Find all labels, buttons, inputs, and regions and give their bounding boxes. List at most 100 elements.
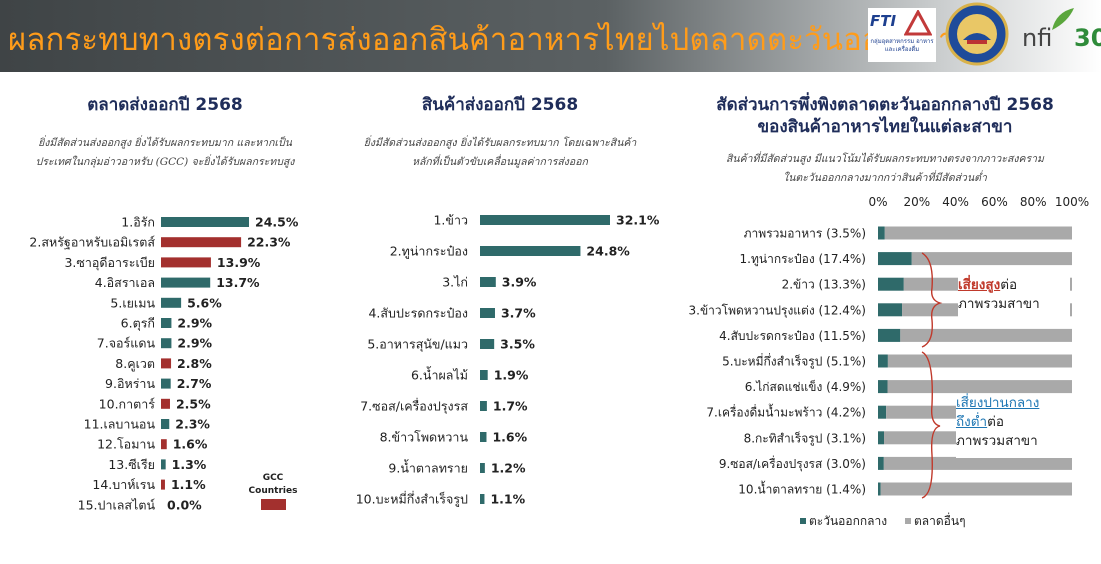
other-markets-segment [883,456,1072,470]
dependency-title-line1: สัดส่วนการพึ่งพิงตลาดตะวันออกกลางปี 2568 [716,95,1054,115]
mid-risk-label: เสี่ยงปานกลาง [956,395,1040,411]
dependency-label: 5.บะหมี่กึ่งสำเร็จรูป (5.1%) [722,353,866,370]
market-label: 9.อิหร่าน [105,376,155,391]
product-label: 8.ข้าวโพดหวาน [380,430,469,445]
markets-chart: 1.อิรัก 24.5% 2.สหรัฐอาหรับเอมิเรตส์ 22.3% 3… [29,215,298,513]
product-value-label: 1.1% [490,492,525,507]
markets-subtitle-line1: ยิ่งมีสัดส่วนส่งออกสูง ยิ่งได้รับผลกระทบ… [38,137,292,149]
market-bar [161,459,166,470]
market-value-label: 2.9% [177,316,212,331]
product-value-label: 32.1% [616,213,660,228]
market-label: 13.ซีเรีย [108,457,155,472]
market-label: 2.สหรัฐอาหรับเอมิเรตส์ [29,235,155,250]
dependency-subtitle-line2: ในตะวันออกกลางมากกว่าสินค้าที่มีสัดส่วนต… [783,172,987,184]
market-label: 7.จอร์แดน [97,336,156,351]
mid-risk-callout: เสี่ยงปานกลาง ถึงต่ำต่อ ภาพรวมสาขา [956,394,1072,458]
high-risk-scope: ภาพรวมสาขา [958,296,1040,312]
market-bar [161,378,171,389]
market-label: 1.อิรัก [121,215,155,230]
dependency-tick-label: 60% [981,195,1008,209]
middle-east-segment [878,226,885,240]
market-label: 12.โอมาน [97,437,155,452]
dependency-label: 9.ซอส/เครื่องปรุงรส (3.0%) [719,455,866,472]
mid-risk-scope: ภาพรวมสาขา [956,433,1038,449]
dependency-subtitle: สินค้าที่มีสัดส่วนสูง มีแนวโน้มได้รับผลก… [670,150,1100,188]
other-markets-segment [911,252,1072,266]
dependency-legend-label: ตลาดอื่นๆ [914,512,966,528]
gcc-legend-label-1: GCC [263,473,284,483]
nfi-logo-text: nfi [1022,24,1053,52]
other-markets-segment [887,380,1072,394]
dependency-label: 7.เครื่องดื่มน้ำมะพร้าว (4.2%) [706,404,866,420]
other-markets-segment [887,354,1072,368]
product-value-label: 1.7% [493,399,528,414]
market-value-label: 2.8% [177,356,212,371]
dependency-title: สัดส่วนการพึ่งพิงตลาดตะวันออกกลางปี 2568… [670,94,1100,138]
middle-east-segment [878,456,884,470]
products-subtitle-line1: ยิ่งมีสัดส่วนส่งออกสูง ยิ่งได้รับผลกระทบ… [363,137,637,149]
middle-east-segment [878,380,888,394]
product-bar [480,370,488,380]
product-value-label: 3.9% [502,275,537,290]
leaf-icon [1052,8,1074,30]
dependency-legend-label: ตะวันออกกลาง [809,514,887,528]
market-bar [161,217,249,227]
product-bar [480,246,581,256]
market-value-label: 22.3% [247,235,291,250]
gcc-legend-swatch [261,499,286,510]
gcc-legend-label-2: Countries [249,486,298,496]
product-value-label: 3.5% [500,337,535,352]
product-bar [480,463,485,473]
seal-logo-icon [945,2,1009,66]
middle-east-segment [878,277,904,291]
product-label: 5.อาหารสุนัข/แมว [367,337,468,353]
dependency-label: 4.สับปะรดกระป๋อง (11.5%) [719,329,866,343]
market-label: 15.ปาเลสไตน์ [78,497,156,512]
fti-triangle-icon [904,10,932,36]
market-value-label: 5.6% [187,295,222,310]
product-value-label: 1.9% [494,368,529,383]
product-bar [480,215,610,225]
market-label: 14.บาห์เรน [92,477,155,492]
high-risk-suffix: ต่อ [1000,277,1018,293]
mid-risk-label-2: ถึงต่ำ [956,414,988,430]
product-value-label: 24.8% [586,244,630,259]
product-label: 9.น้ำตาลทราย [388,459,468,476]
other-markets-segment [884,226,1072,240]
middle-east-segment [878,431,885,445]
market-label: 4.อิสราเอล [95,275,155,290]
market-bar [161,277,211,288]
dependency-label: 2.ข้าว (13.3%) [782,278,866,292]
header-bar: ผลกระทบทางตรงต่อการส่งออกสินค้าอาหารไทยไ… [0,0,1101,72]
dependency-label: 6.ไก่สดแช่แข็ง (4.9%) [745,379,866,394]
fti-logo: FTI กลุ่มอุตสาหกรรม อาหารและเครื่องดื่ม [868,8,936,62]
market-label: 11.เลบานอน [84,417,156,432]
fti-logo-text: FTI [870,12,897,30]
product-bar [480,494,485,504]
other-markets-segment [880,482,1072,496]
other-markets-segment [900,328,1072,342]
dependency-legend-swatch [905,518,911,524]
product-bar [480,277,496,287]
nfi-logo: nfi 30 [1018,6,1101,64]
market-bar [161,237,242,248]
dependency-label: 1.ทูน่ากระป๋อง (17.4%) [740,252,866,267]
dependency-label: ภาพรวมอาหาร (3.5%) [744,227,866,241]
middle-east-segment [878,303,903,317]
market-bar [161,398,170,409]
market-value-label: 1.6% [173,437,208,452]
product-label: 10.บะหมี่กึ่งสำเร็จรูป [356,491,468,508]
middle-east-segment [878,252,912,266]
dependency-tick-label: 40% [942,195,969,209]
page-title: ผลกระทบทางตรงต่อการส่งออกสินค้าอาหารไทยไ… [8,22,971,58]
dependency-subtitle-line1: สินค้าที่มีสัดส่วนสูง มีแนวโน้มได้รับผลก… [726,153,1044,165]
product-label: 1.ข้าว [433,213,468,228]
product-bar [480,432,487,442]
market-label: 6.ตุรกี [121,316,155,332]
market-value-label: 2.3% [175,417,210,432]
mid-risk-bracket [921,351,941,499]
market-bar [161,297,182,308]
product-value-label: 1.6% [492,430,527,445]
market-value-label: 13.7% [216,275,260,290]
